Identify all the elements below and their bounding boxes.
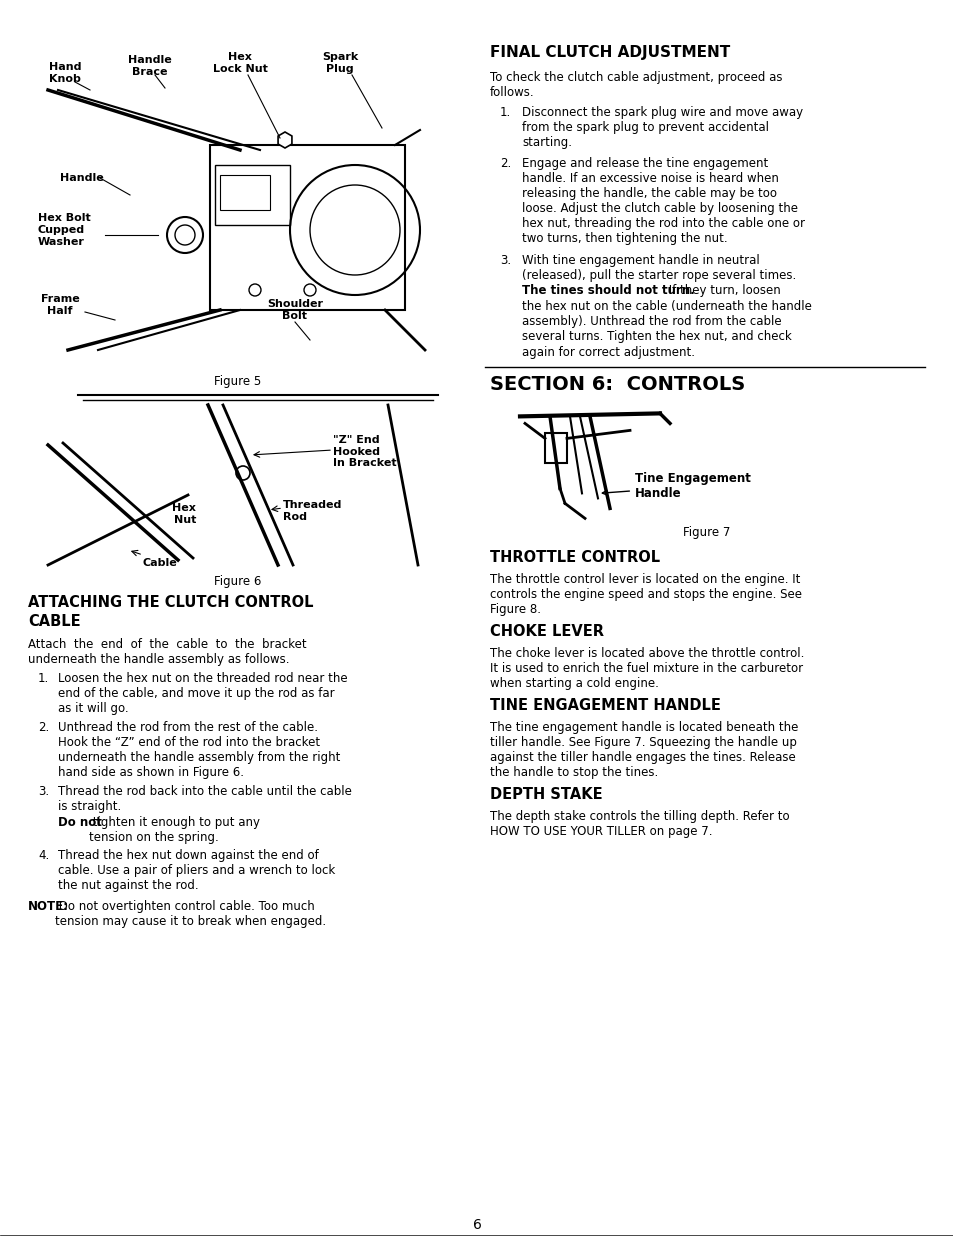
Text: Handle
Brace: Handle Brace — [128, 55, 172, 76]
Text: Figure 6: Figure 6 — [214, 574, 261, 588]
Text: 1.: 1. — [38, 672, 50, 684]
Text: With tine engagement handle in neutral
(released), pull the starter rope several: With tine engagement handle in neutral (… — [521, 254, 796, 282]
Text: TINE ENGAGEMENT HANDLE: TINE ENGAGEMENT HANDLE — [490, 698, 720, 713]
Text: The choke lever is located above the throttle control.
It is used to enrich the : The choke lever is located above the thr… — [490, 647, 803, 690]
Bar — [220, 174, 270, 211]
Text: Figure 7: Figure 7 — [682, 526, 730, 540]
Text: Do not: Do not — [58, 816, 102, 829]
Text: The tine engagement handle is located beneath the
tiller handle. See Figure 7. S: The tine engagement handle is located be… — [490, 720, 798, 779]
Text: Thread the hex nut down against the end of
cable. Use a pair of pliers and a wre: Thread the hex nut down against the end … — [58, 850, 335, 892]
Text: Hex
Nut: Hex Nut — [172, 503, 195, 525]
Text: NOTE:: NOTE: — [28, 901, 69, 913]
Text: several turns. Tighten the hex nut, and check: several turns. Tighten the hex nut, and … — [521, 330, 791, 344]
Text: 3.: 3. — [38, 785, 49, 797]
Text: 2.: 2. — [38, 720, 50, 734]
Text: Do not overtighten control cable. Too much
tension may cause it to break when en: Do not overtighten control cable. Too mu… — [55, 901, 326, 928]
Text: assembly). Unthread the rod from the cable: assembly). Unthread the rod from the cab… — [521, 315, 781, 328]
Text: CHOKE LEVER: CHOKE LEVER — [490, 624, 603, 639]
Text: Handle: Handle — [60, 173, 104, 183]
Text: 1.: 1. — [499, 106, 511, 118]
Text: DEPTH STAKE: DEPTH STAKE — [490, 787, 602, 802]
Text: Figure 5: Figure 5 — [214, 375, 261, 388]
Text: 4.: 4. — [38, 850, 50, 862]
Text: ATTACHING THE CLUTCH CONTROL: ATTACHING THE CLUTCH CONTROL — [28, 596, 314, 611]
Text: SECTION 6:  CONTROLS: SECTION 6: CONTROLS — [490, 375, 744, 394]
Text: The tines should not turn.: The tines should not turn. — [521, 284, 694, 298]
Text: 3.: 3. — [499, 254, 511, 267]
Bar — [214, 164, 290, 226]
Bar — [544, 434, 566, 464]
Text: Frame
Half: Frame Half — [41, 294, 79, 315]
Text: FINAL CLUTCH ADJUSTMENT: FINAL CLUTCH ADJUSTMENT — [490, 45, 729, 60]
Text: The depth stake controls the tilling depth. Refer to
HOW TO USE YOUR TILLER on p: The depth stake controls the tilling dep… — [490, 810, 789, 839]
Text: Attach  the  end  of  the  cable  to  the  bracket
underneath the handle assembl: Attach the end of the cable to the brack… — [28, 638, 306, 665]
Text: Hex
Lock Nut: Hex Lock Nut — [213, 52, 267, 74]
Text: Engage and release the tine engagement
handle. If an excessive noise is heard wh: Engage and release the tine engagement h… — [521, 157, 804, 244]
Text: Spark
Plug: Spark Plug — [321, 52, 357, 74]
Text: Loosen the hex nut on the threaded rod near the
end of the cable, and move it up: Loosen the hex nut on the threaded rod n… — [58, 672, 347, 715]
Text: If they turn, loosen: If they turn, loosen — [664, 284, 780, 298]
Text: 6: 6 — [472, 1219, 481, 1232]
Text: "Z" End
Hooked
In Bracket: "Z" End Hooked In Bracket — [333, 435, 396, 468]
Text: Tine Engagement
Handle: Tine Engagement Handle — [601, 472, 750, 501]
Text: again for correct adjustment.: again for correct adjustment. — [521, 345, 695, 359]
Text: Threaded
Rod: Threaded Rod — [283, 500, 342, 522]
Text: the hex nut on the cable (underneath the handle: the hex nut on the cable (underneath the… — [521, 300, 811, 313]
Text: tighten it enough to put any
tension on the spring.: tighten it enough to put any tension on … — [90, 816, 260, 844]
Text: 2.: 2. — [499, 157, 511, 169]
Text: Cable: Cable — [143, 558, 177, 568]
Polygon shape — [277, 132, 292, 148]
Text: Thread the rod back into the cable until the cable
is straight.: Thread the rod back into the cable until… — [58, 785, 352, 814]
Text: Hex Bolt
Cupped
Washer: Hex Bolt Cupped Washer — [38, 213, 91, 247]
Text: Shoulder
Bolt: Shoulder Bolt — [267, 299, 323, 320]
Text: CABLE: CABLE — [28, 614, 81, 629]
Text: To check the clutch cable adjustment, proceed as
follows.: To check the clutch cable adjustment, pr… — [490, 71, 781, 98]
Text: Unthread the rod from the rest of the cable.
Hook the “Z” end of the rod into th: Unthread the rod from the rest of the ca… — [58, 720, 340, 779]
Text: Hand
Knob: Hand Knob — [49, 62, 81, 83]
Text: Disconnect the spark plug wire and move away
from the spark plug to prevent acci: Disconnect the spark plug wire and move … — [521, 106, 802, 148]
Bar — [210, 145, 405, 310]
Text: THROTTLE CONTROL: THROTTLE CONTROL — [490, 549, 659, 564]
Text: The throttle control lever is located on the engine. It
controls the engine spee: The throttle control lever is located on… — [490, 573, 801, 616]
